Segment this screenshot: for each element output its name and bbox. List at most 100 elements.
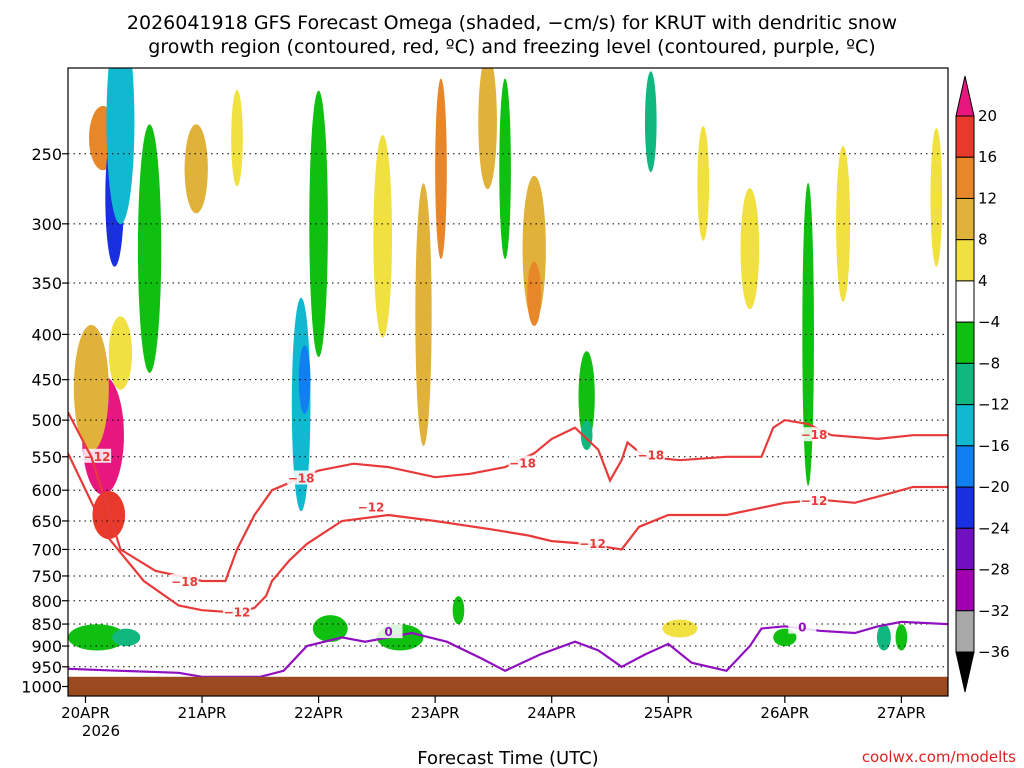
freezing-level-0-label-bg-0 — [374, 624, 403, 639]
colorbar-label-13: −36 — [978, 643, 1010, 661]
y-tick-label-800: 800 — [31, 592, 62, 611]
freezing-level-0-label-1: 0 — [798, 621, 806, 635]
y-tick-label-650: 650 — [31, 512, 62, 531]
y-tick-label-750: 750 — [31, 567, 62, 586]
colorbar-box-9 — [955, 486, 975, 529]
y-tick-label-500: 500 — [31, 411, 62, 430]
colorbar-box-3 — [955, 239, 975, 282]
dendritic-minus-18-label-bg-4 — [799, 427, 828, 442]
dendritic-minus-18-label-3: −18 — [637, 448, 664, 462]
colorbar-top-arrow — [955, 75, 975, 117]
omega-region-21 — [578, 351, 595, 442]
y-tick-label-550: 550 — [31, 448, 62, 467]
dendritic-minus-12-label-2: −12 — [358, 501, 385, 515]
omega-region-24 — [697, 125, 710, 241]
y-axis-ticks: 250 300 350 400 450 500 550 600 650 700 750 800 850 9… — [21, 145, 68, 697]
colorbar-box-10 — [955, 527, 975, 571]
dendritic-minus-18-label-2: −18 — [509, 457, 536, 471]
dendritic-minus-18-label-bg-1 — [287, 470, 316, 485]
title-line-2: growth region (contoured, red, ºC) and f… — [148, 36, 875, 58]
colorbar: 20 16 12 8 4 −4 −8 −12 −16 −20 −24 −28 −32 −36 — [955, 75, 1010, 693]
freezing-level-0-label-bg-1 — [788, 619, 817, 634]
dendritic-minus-18-label-4: −18 — [801, 428, 828, 442]
y-tick-label-250: 250 — [31, 145, 62, 164]
dendritic-minus-18-label-1: −18 — [288, 471, 315, 485]
dendritic-minus-18-line — [68, 411, 948, 583]
x-tick-label-23APR: 23APR — [411, 704, 460, 722]
omega-region-28 — [930, 127, 943, 267]
omega-region-19 — [527, 261, 542, 326]
y-tick-label-950: 950 — [31, 658, 62, 677]
colorbar-box-6 — [955, 362, 975, 406]
omega-shading — [68, 68, 943, 651]
omega-region-34 — [662, 619, 698, 638]
colorbar-box-2 — [955, 197, 975, 241]
colorbar-box-1 — [955, 156, 975, 199]
dendritic-minus-12-label-4: −12 — [801, 494, 828, 508]
omega-region-27 — [836, 145, 851, 302]
omega-region-9 — [231, 89, 243, 187]
y-tick-label-700: 700 — [31, 540, 62, 559]
dendritic-minus-12-label-1: −12 — [224, 606, 251, 620]
colorbar-label-7: −12 — [978, 396, 1010, 414]
colorbar-box-7 — [955, 404, 975, 447]
omega-region-29 — [68, 624, 127, 651]
credit-text: coolwx.com/modelts — [862, 748, 1016, 766]
omega-region-25 — [740, 188, 760, 310]
colorbar-box-4 — [955, 280, 975, 323]
x-year-label: 2026 — [82, 722, 120, 740]
colorbar-bottom-arrow — [955, 651, 975, 693]
omega-region-6 — [106, 68, 135, 225]
contour-lines: −12−12−12−12−12−18−18−18−18−180 0 — [68, 411, 948, 678]
y-tick-label-300: 300 — [31, 215, 62, 234]
plot-frame — [67, 67, 949, 697]
colorbar-label-0: 20 — [978, 107, 997, 125]
freezing-level-0-label-0: 0 — [384, 625, 392, 639]
omega-region-12 — [309, 90, 328, 358]
dendritic-minus-18-label-bg-0 — [170, 574, 199, 589]
omega-region-15 — [415, 183, 432, 446]
dendritic-minus-18-label-bg-3 — [636, 447, 665, 462]
omega-region-31 — [312, 615, 348, 642]
x-tick-label-25APR: 25APR — [644, 704, 693, 722]
x-axis-title: Forecast Time (UTC) — [417, 748, 598, 768]
colorbar-label-2: 12 — [978, 189, 997, 207]
y-tick-label-900: 900 — [31, 637, 62, 656]
x-tick-label-21APR: 21APR — [178, 704, 227, 722]
dendritic-minus-12-label-3: −12 — [579, 537, 606, 551]
y-tick-label-400: 400 — [31, 325, 62, 344]
dendritic-minus-12-label-bg-2 — [357, 499, 386, 514]
x-tick-label-27APR: 27APR — [877, 704, 926, 722]
omega-region-36 — [876, 624, 891, 651]
colorbar-label-3: 8 — [978, 231, 988, 249]
omega-region-20 — [499, 78, 511, 260]
y-tick-label-850: 850 — [31, 615, 62, 634]
colorbar-box-5 — [955, 321, 975, 364]
dendritic-minus-12-label-bg-3 — [578, 535, 607, 550]
ground-terrain — [68, 676, 948, 696]
omega-region-23 — [644, 71, 657, 173]
omega-region-7 — [137, 124, 162, 373]
colorbar-label-5: −4 — [978, 313, 1000, 331]
x-axis-ticks: 20APR 21APR 22APR 23APR 24APR 25APR 26APR 27APR — [61, 696, 926, 722]
colorbar-label-1: 16 — [978, 148, 997, 166]
x-tick-label-26APR: 26APR — [760, 704, 809, 722]
colorbar-label-10: −24 — [978, 519, 1010, 537]
omega-region-8 — [184, 124, 208, 214]
omega-region-33 — [452, 596, 465, 625]
omega-region-16 — [435, 78, 447, 260]
omega-region-30 — [112, 628, 141, 647]
colorbar-label-9: −20 — [978, 478, 1010, 496]
omega-region-17 — [478, 68, 497, 190]
omega-region-4 — [108, 316, 133, 390]
colorbar-label-8: −16 — [978, 437, 1010, 455]
y-tick-label-1000: 1000 — [21, 678, 62, 697]
title-line-1: 2026041918 GFS Forecast Omega (shaded, −… — [127, 12, 897, 34]
y-tick-label-600: 600 — [31, 481, 62, 500]
y-tick-label-350: 350 — [31, 274, 62, 293]
omega-region-13 — [373, 134, 393, 338]
x-tick-label-20APR: 20APR — [61, 704, 110, 722]
y-tick-label-450: 450 — [31, 371, 62, 390]
x-tick-label-24APR: 24APR — [527, 704, 576, 722]
